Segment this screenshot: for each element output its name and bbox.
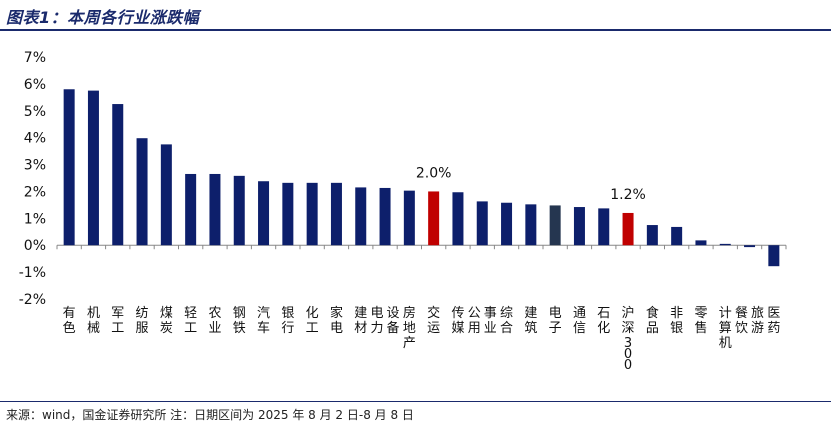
bar — [87, 90, 99, 246]
y-tick-label: -1% — [19, 265, 46, 281]
x-tick-label: 钢铁 — [233, 306, 246, 336]
bar — [136, 138, 148, 246]
bar — [573, 207, 585, 246]
bar — [622, 212, 634, 246]
footer-divider — [0, 401, 831, 402]
data-label: 1.2% — [610, 187, 646, 203]
bar — [428, 191, 440, 246]
x-tick-label: 农业 — [208, 306, 221, 336]
bar — [744, 245, 756, 248]
x-tick-label: 交运 — [427, 305, 440, 336]
x-tick-label: 家电 — [330, 305, 343, 336]
x-tick-label: 建筑 — [524, 306, 537, 336]
y-tick-label: 6% — [24, 77, 46, 93]
x-tick-label: 军工 — [111, 306, 124, 336]
x-tick-label: 综合 — [500, 306, 513, 336]
bar — [671, 226, 683, 246]
bar — [476, 201, 488, 246]
y-tick-label: 4% — [24, 131, 46, 147]
x-tick-label: 银行 — [281, 306, 294, 336]
y-tick-label: 2% — [24, 184, 46, 200]
x-tick-label: 轻工 — [184, 306, 197, 336]
x-tick-label: 纺服 — [136, 306, 149, 336]
y-axis: 7% 6% 5% 4% 3% 2% 1% 0% -1% -2% — [19, 50, 787, 308]
bar — [160, 144, 172, 246]
x-tick-label: 通信 — [573, 306, 586, 336]
x-tick-label: 传媒 — [451, 306, 464, 336]
x-tick-label: 沪深 3 0 0 — [622, 305, 635, 373]
bar-chart: 7% 6% 5% 4% 3% 2% 1% 0% -1% -2% 2.0% 1.2% 有色机械军工纺服… — [19, 50, 787, 373]
x-tick-label: 化工 — [306, 306, 319, 336]
bar — [549, 205, 561, 246]
bar — [258, 181, 270, 246]
bar — [209, 173, 221, 246]
bar — [598, 208, 610, 246]
y-tick-label: 7% — [24, 50, 46, 66]
bar — [379, 187, 391, 246]
x-tick-label: 机械 — [87, 306, 100, 336]
bar — [306, 182, 318, 246]
x-tick-label: 公用事业 — [468, 306, 497, 336]
y-tick-label: -2% — [19, 292, 46, 308]
bar — [233, 175, 245, 246]
x-tick-label: 餐饮旅游 — [735, 305, 764, 336]
x-tick-label: 有色 — [63, 306, 76, 336]
bar — [695, 240, 707, 246]
chart-title: 图表1：本周各行业涨跌幅 — [6, 8, 200, 27]
x-tick-label: 非银 — [670, 306, 683, 336]
bar — [282, 182, 294, 246]
bar — [112, 104, 124, 246]
x-axis-labels: 有色机械军工纺服煤炭轻工农业钢铁汽车银行化工家电建材电力设备房地产交运传媒公用事… — [63, 305, 781, 373]
x-tick-label: 电力设备 — [371, 306, 400, 336]
x-tick-label: 石化 — [597, 306, 610, 336]
x-tick-label: 汽车 — [257, 306, 270, 336]
x-tick-label: 煤炭 — [160, 306, 173, 336]
bar — [403, 190, 415, 246]
bar — [768, 245, 780, 267]
bar — [185, 173, 197, 246]
x-tick-label: 零售 — [694, 306, 707, 336]
bar — [646, 225, 658, 246]
y-tick-label: 1% — [24, 211, 46, 227]
bar — [330, 182, 342, 246]
x-tick-label: 医药 — [767, 306, 780, 336]
source-note: 来源：wind，国金证券研究所 注：日期区间为 2025 年 8 月 2 日-8… — [6, 408, 414, 422]
title-divider — [0, 29, 831, 31]
y-tick-label: 0% — [24, 238, 46, 254]
y-tick-label: 3% — [24, 158, 46, 174]
bar — [63, 89, 75, 246]
bar — [719, 243, 731, 246]
x-tick-label: 建材 — [354, 306, 367, 336]
x-tick-label: 电子 — [549, 306, 562, 336]
bar — [525, 204, 537, 246]
data-labels: 2.0% 1.2% — [416, 165, 646, 203]
x-tick-label: 计算机 — [719, 306, 732, 351]
x-tick-label: 食品 — [646, 305, 659, 336]
bars — [63, 89, 780, 267]
bar — [501, 202, 513, 246]
y-tick-label: 5% — [24, 104, 46, 120]
bar — [355, 187, 367, 246]
bar — [452, 192, 464, 246]
data-label: 2.0% — [416, 165, 452, 181]
x-tick-label: 房地产 — [403, 305, 416, 351]
